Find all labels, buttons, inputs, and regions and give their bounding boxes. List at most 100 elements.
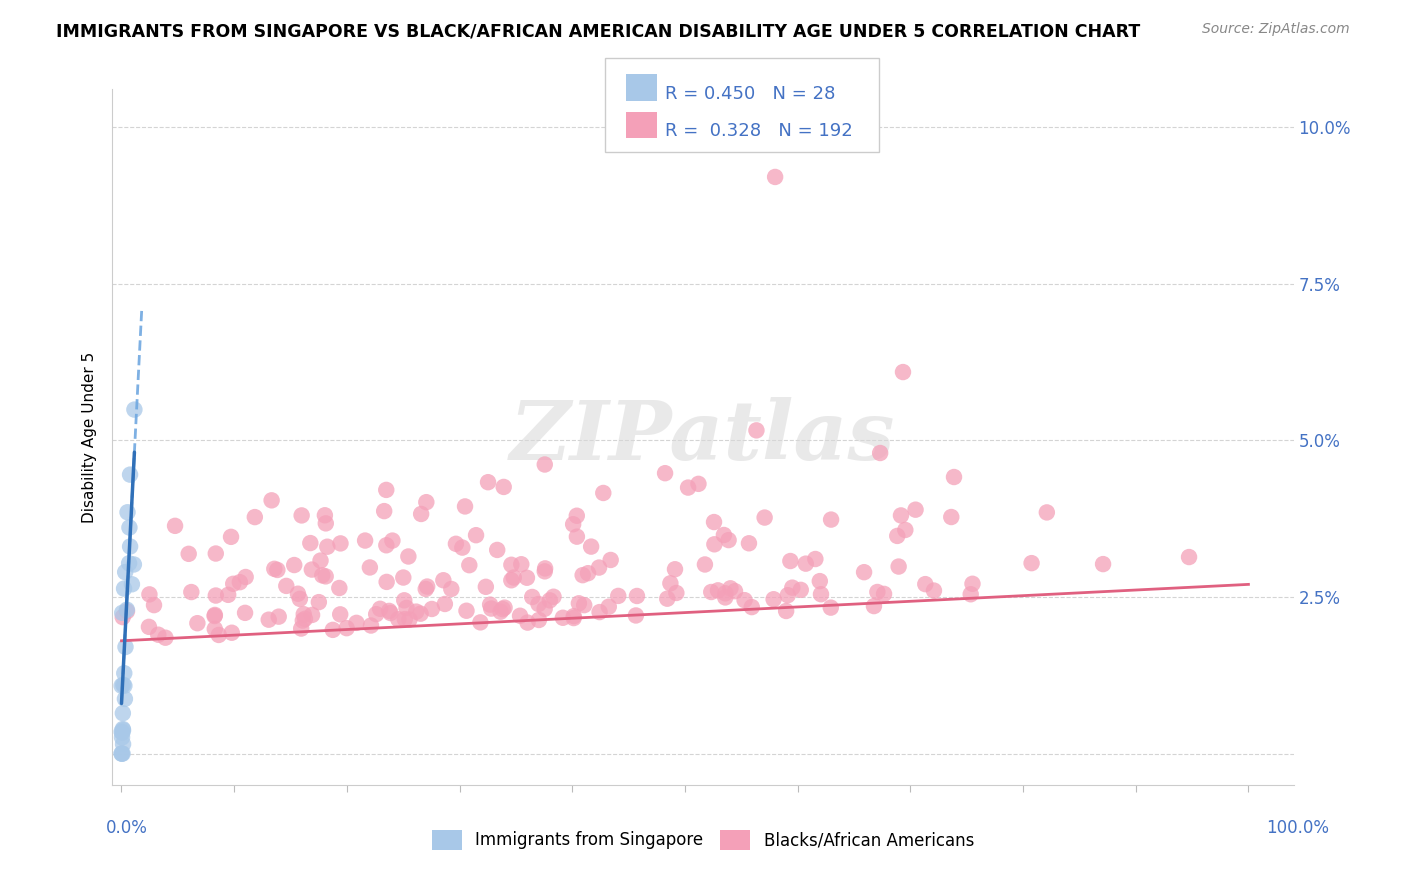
Point [112, 666, 135, 681]
Point [776, 588, 799, 602]
Point [451, 541, 474, 555]
Point [763, 169, 786, 184]
Point [607, 589, 630, 603]
Point [579, 540, 602, 554]
Point [820, 600, 842, 615]
Point [754, 510, 776, 524]
Point [180, 585, 202, 599]
Point [510, 558, 533, 572]
Point [415, 495, 437, 509]
Point [703, 515, 725, 529]
Point [664, 562, 686, 576]
Point [110, 679, 132, 693]
Point [626, 589, 648, 603]
Point [891, 365, 914, 379]
Point [299, 536, 322, 550]
Point [117, 505, 139, 519]
Point [543, 590, 565, 604]
Point [346, 615, 368, 630]
Point [204, 607, 226, 622]
Point [456, 604, 478, 618]
Point [717, 533, 740, 547]
Point [494, 600, 516, 615]
Point [314, 508, 336, 523]
Point [381, 533, 404, 548]
Point [219, 530, 242, 544]
Text: R =  0.328   N = 192: R = 0.328 N = 192 [665, 122, 853, 140]
Point [598, 599, 620, 614]
Point [396, 549, 419, 564]
Point [565, 508, 588, 523]
Point [804, 552, 827, 566]
Point [533, 458, 555, 472]
Point [387, 612, 409, 626]
Point [405, 605, 427, 619]
Point [440, 582, 463, 596]
Point [336, 621, 359, 635]
Point [111, 747, 134, 761]
Point [392, 570, 415, 584]
Point [703, 537, 725, 551]
Point [790, 582, 813, 597]
Point [411, 507, 433, 521]
Point [415, 582, 437, 596]
Point [562, 517, 585, 532]
Point [527, 597, 550, 611]
Point [114, 692, 136, 706]
Point [121, 577, 143, 591]
Point [538, 593, 561, 607]
Point [863, 599, 886, 613]
Point [354, 533, 377, 548]
Point [111, 725, 134, 739]
Point [233, 606, 256, 620]
Point [394, 593, 416, 607]
Point [114, 640, 136, 654]
Point [120, 540, 142, 554]
Point [294, 612, 316, 626]
Point [315, 569, 337, 583]
Point [665, 586, 688, 600]
Point [533, 601, 555, 615]
Point [479, 601, 502, 615]
Point [943, 470, 966, 484]
Point [762, 592, 785, 607]
Point [866, 585, 889, 599]
Point [204, 589, 226, 603]
Point [568, 596, 591, 610]
Point [810, 587, 832, 601]
Point [112, 582, 135, 596]
Point [395, 601, 418, 615]
Point [458, 558, 481, 573]
Point [301, 607, 323, 622]
Point [217, 588, 239, 602]
Point [574, 598, 596, 612]
Point [562, 611, 585, 625]
Point [263, 562, 285, 576]
Point [118, 520, 141, 534]
Point [111, 731, 134, 745]
Point [489, 605, 512, 619]
Point [724, 584, 747, 599]
Point [571, 568, 593, 582]
Point [329, 607, 352, 622]
Point [516, 571, 538, 585]
Point [700, 585, 723, 599]
Point [599, 553, 621, 567]
Point [492, 602, 515, 616]
Point [221, 625, 243, 640]
Point [373, 504, 395, 518]
Text: 100.0%: 100.0% [1265, 819, 1329, 837]
Point [501, 574, 523, 588]
Point [745, 423, 768, 437]
Point [111, 724, 134, 739]
Text: Source: ZipAtlas.com: Source: ZipAtlas.com [1202, 22, 1350, 37]
Point [257, 613, 280, 627]
Point [657, 591, 679, 606]
Point [1092, 557, 1115, 571]
Point [138, 620, 160, 634]
Text: ZIPatlas: ZIPatlas [510, 397, 896, 477]
Text: 0.0%: 0.0% [105, 819, 148, 837]
Point [714, 586, 737, 600]
Point [592, 486, 614, 500]
Point [118, 556, 141, 570]
